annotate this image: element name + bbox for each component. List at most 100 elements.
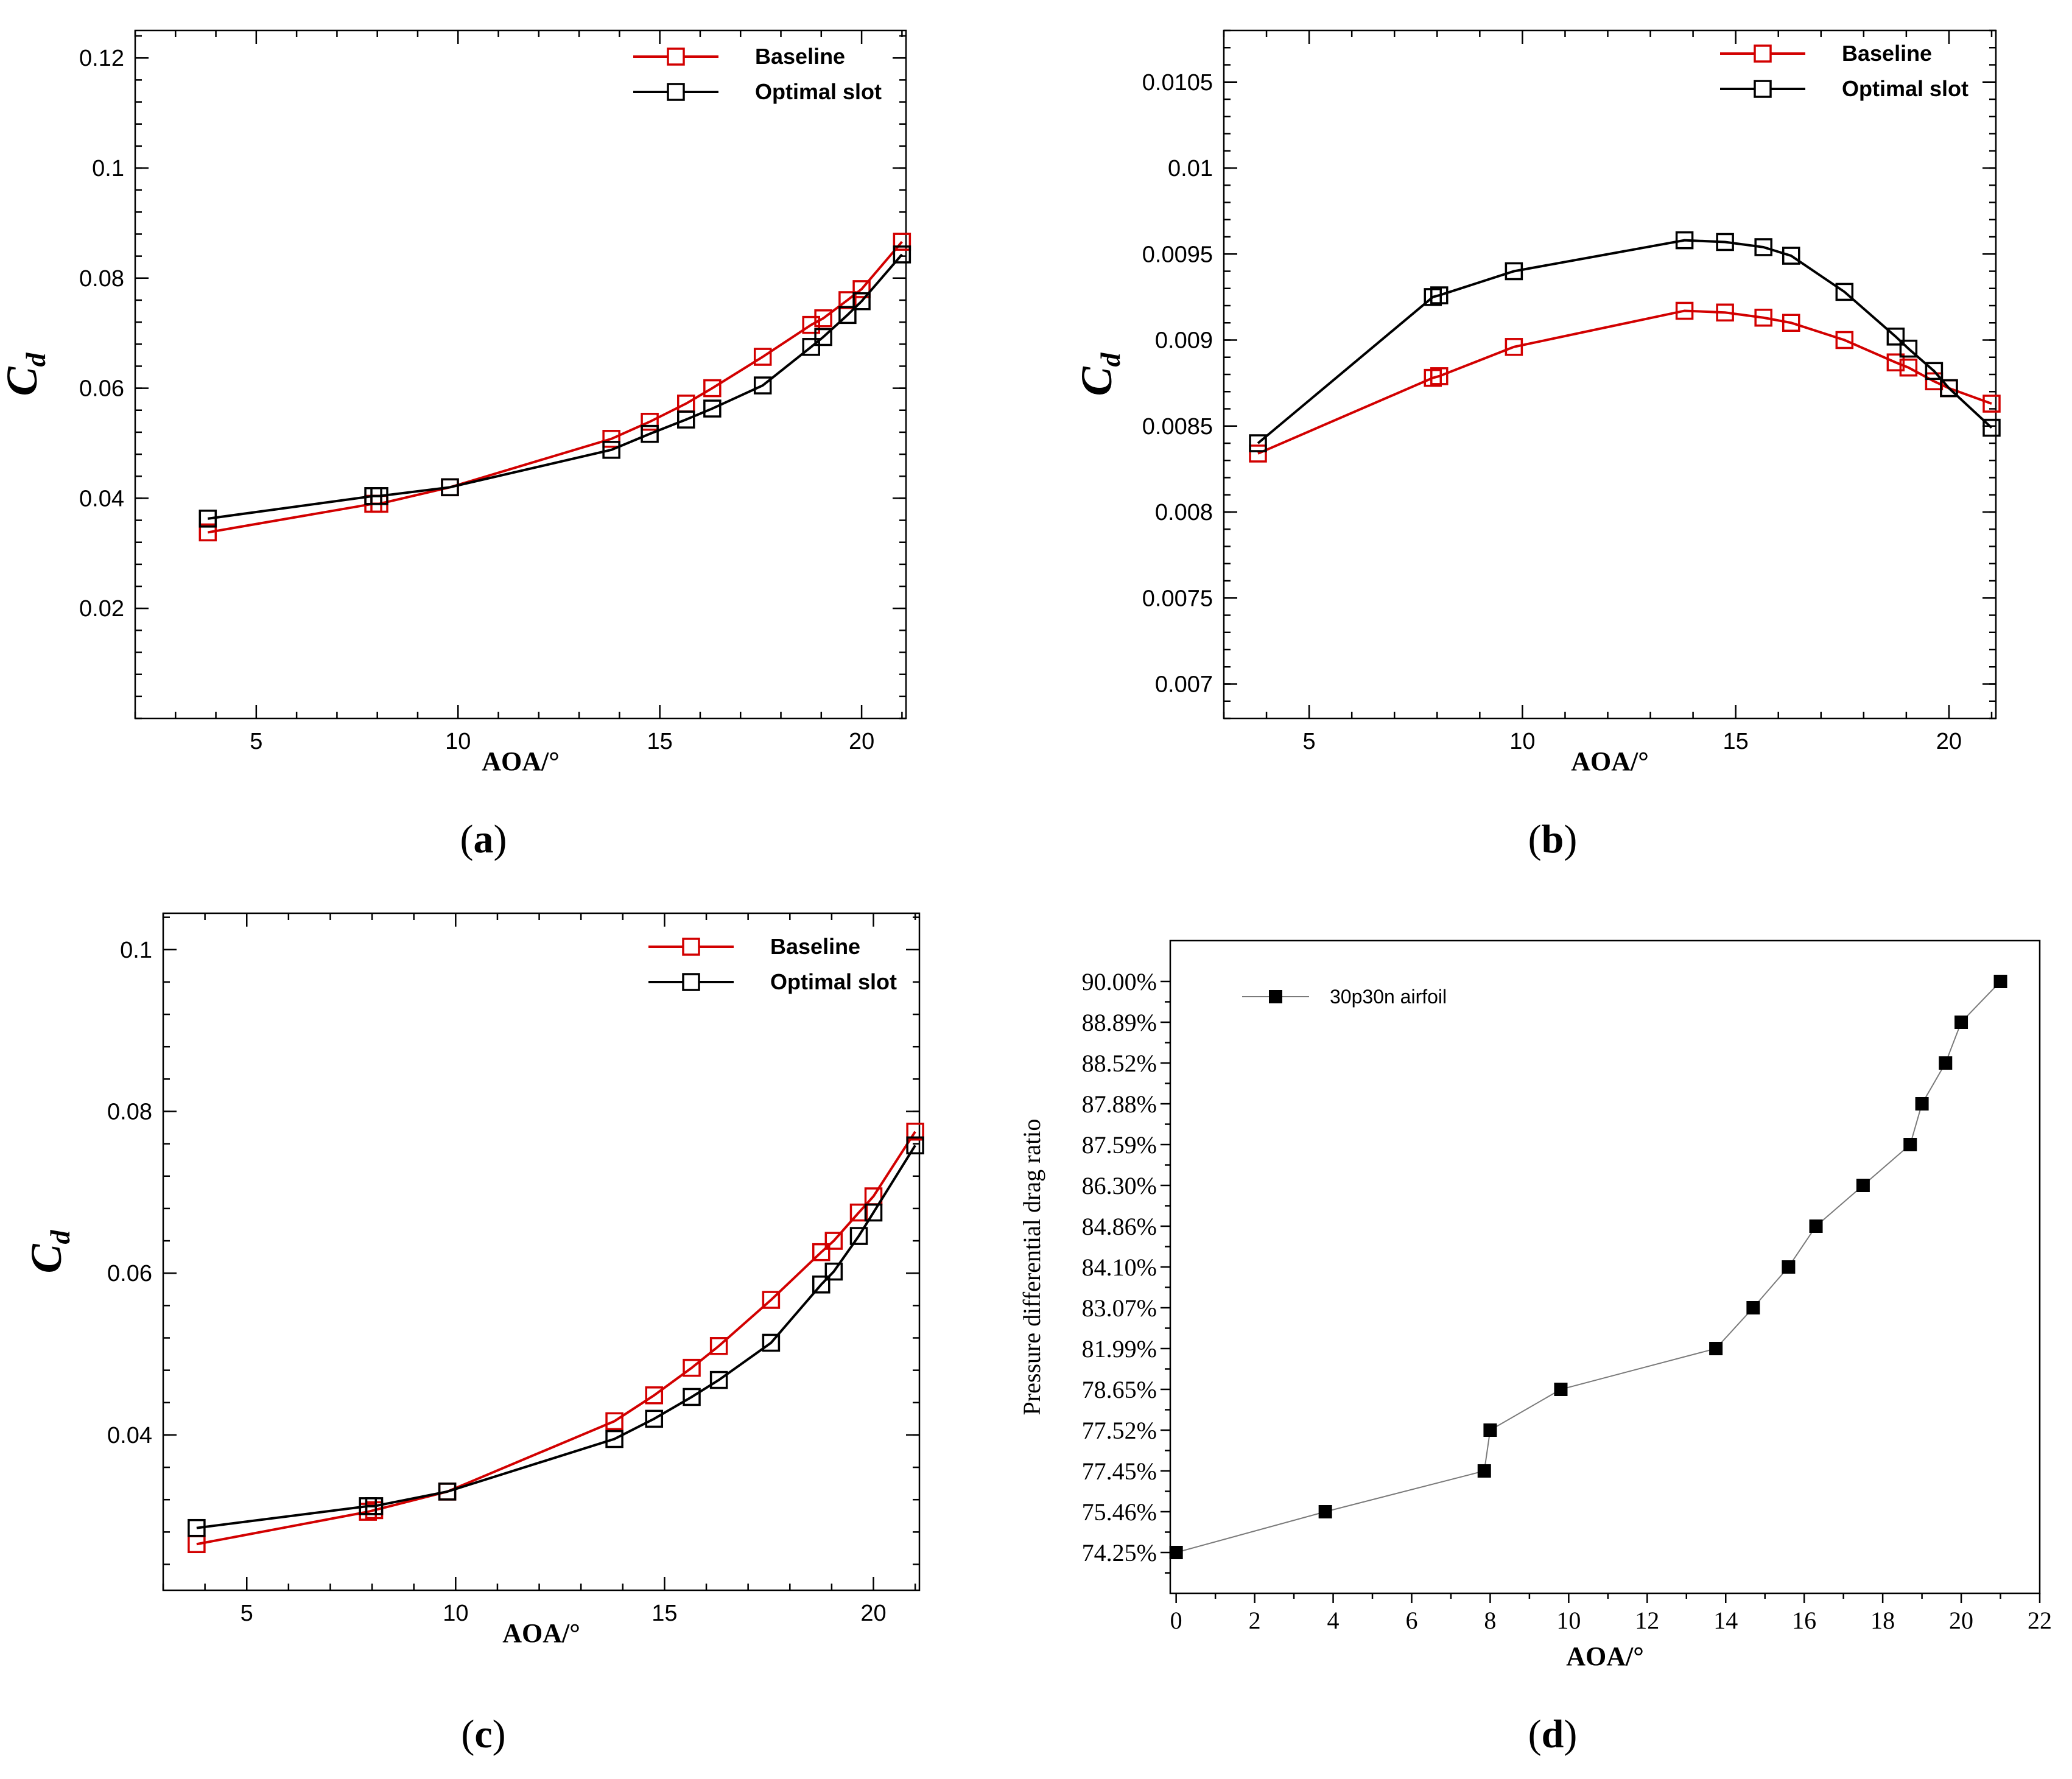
optimal-slot-marker xyxy=(849,1227,868,1245)
optimal-slot-marker xyxy=(677,410,695,429)
legend-label: Baseline xyxy=(1842,41,1932,66)
series-line-optimal-slot xyxy=(1257,239,1993,444)
optimal-slot-marker xyxy=(802,338,820,356)
y-tick-label: 78.65% xyxy=(1082,1376,1157,1403)
baseline-marker xyxy=(814,309,832,328)
y-axis-label-subscript: d xyxy=(1095,352,1126,367)
data-point-marker xyxy=(1554,1383,1568,1396)
chart-panel-c: 0.04 0.06 0.08 0.1 5 10 15 20 AOA/° Cd Baseline Opt… xyxy=(22,912,924,1648)
x-tick-label: 15 xyxy=(651,1601,677,1626)
baseline-marker xyxy=(906,1122,924,1141)
x-tick-label: 22 xyxy=(2028,1607,2052,1634)
y-tick-label: 81.99% xyxy=(1082,1335,1157,1363)
optimal-slot-marker xyxy=(365,1497,384,1515)
legend-label: Optimal slot xyxy=(755,79,882,104)
y-tick-label: 0.0075 xyxy=(1142,586,1213,611)
y-tick-label: 87.59% xyxy=(1082,1131,1157,1159)
x-tick-label: 20 xyxy=(1936,729,1962,754)
legend-marker xyxy=(1269,990,1282,1003)
y-axis-label-subscript: d xyxy=(20,352,51,367)
optimal-slot-marker xyxy=(814,328,832,346)
data-point-marker xyxy=(1709,1342,1723,1355)
optimal-slot-marker xyxy=(1899,339,1918,358)
y-tick-label: 0.0105 xyxy=(1142,70,1213,96)
optimal-slot-marker xyxy=(906,1136,924,1155)
optimal-slot-marker xyxy=(824,1262,843,1281)
baseline-marker xyxy=(852,280,871,298)
optimal-slot-marker xyxy=(605,1430,623,1448)
data-point-marker xyxy=(1169,1546,1183,1559)
baseline-marker xyxy=(709,1337,728,1355)
x-axis-label: AOA/° xyxy=(1566,1641,1644,1671)
baseline-marker xyxy=(802,315,820,334)
x-tick-label: 16 xyxy=(1792,1607,1816,1634)
data-point-marker xyxy=(1993,975,2007,988)
optimal-slot-marker xyxy=(1982,418,2001,437)
data-point-marker xyxy=(1318,1505,1332,1518)
optimal-slot-marker xyxy=(645,1409,664,1428)
y-tick-label: 0.12 xyxy=(79,46,124,71)
x-tick-label: 2 xyxy=(1249,1607,1261,1634)
baseline-marker xyxy=(824,1232,843,1250)
data-point-marker xyxy=(1856,1179,1870,1192)
baseline-marker xyxy=(1886,353,1905,371)
baseline-marker xyxy=(1249,444,1267,463)
optimal-slot-marker xyxy=(838,306,857,325)
y-tick-label: 84.86% xyxy=(1082,1213,1157,1240)
y-axis-label: Cd xyxy=(0,352,51,396)
optimal-slot-marker xyxy=(1430,286,1449,304)
baseline-marker xyxy=(812,1243,831,1261)
baseline-marker xyxy=(1782,314,1800,332)
optimal-slot-marker xyxy=(188,1518,206,1537)
baseline-marker xyxy=(1424,368,1442,387)
optimal-slot-marker xyxy=(1249,434,1267,452)
y-tick-label: 90.00% xyxy=(1082,968,1157,995)
baseline-marker xyxy=(683,1358,701,1377)
y-axis-label-subscript: d xyxy=(44,1229,76,1244)
data-point-marker xyxy=(1782,1260,1796,1274)
y-tick-label: 75.46% xyxy=(1082,1498,1157,1526)
data-point-marker xyxy=(1939,1056,1953,1070)
caption-c: (c) xyxy=(461,1712,505,1756)
caption-a: (a) xyxy=(460,817,507,861)
y-tick-label: 0.04 xyxy=(79,486,124,511)
x-tick-label: 18 xyxy=(1870,1607,1895,1634)
x-axis-label: AOA/° xyxy=(1571,746,1649,776)
series-line-30p30n xyxy=(1176,981,2001,1553)
series-line-baseline xyxy=(196,1131,916,1546)
y-tick-label: 0.04 xyxy=(107,1423,152,1448)
optimal-slot-marker xyxy=(438,1482,457,1501)
y-tick-label: 77.45% xyxy=(1082,1458,1157,1485)
legend-marker xyxy=(682,973,700,991)
optimal-slot-marker xyxy=(1424,288,1442,306)
legend-label: Optimal slot xyxy=(770,969,897,994)
baseline-marker xyxy=(1899,358,1918,377)
y-tick-label: 0.007 xyxy=(1155,672,1213,698)
baseline-marker xyxy=(1835,331,1854,349)
y-tick-label: 0.06 xyxy=(79,376,124,402)
chart-panel-b: 0.007 0.0075 0.008 0.0085 0.009 0.0095 0.01 0.0… xyxy=(1072,29,2001,776)
y-axis-label: Cd xyxy=(1072,352,1126,396)
legend-label: Optimal slot xyxy=(1842,76,1968,101)
optimal-slot-marker xyxy=(1675,231,1694,250)
y-tick-label: 87.88% xyxy=(1082,1090,1157,1118)
x-tick-label: 5 xyxy=(241,1601,253,1626)
legend-marker xyxy=(682,938,700,956)
optimal-slot-marker xyxy=(1835,282,1854,301)
y-tick-label: 0.009 xyxy=(1155,328,1213,354)
baseline-marker xyxy=(1505,338,1523,356)
y-tick-label: 0.02 xyxy=(79,596,124,622)
baseline-marker xyxy=(762,1291,781,1309)
baseline-marker xyxy=(753,348,772,366)
legend-marker xyxy=(1754,44,1772,63)
x-tick-label: 15 xyxy=(647,729,673,754)
y-axis-label-main: C xyxy=(1072,367,1121,396)
series-line-baseline xyxy=(207,240,903,534)
optimal-slot-marker xyxy=(864,1203,883,1222)
optimal-slot-marker xyxy=(812,1275,831,1294)
data-point-marker xyxy=(1477,1464,1491,1478)
y-tick-label: 0.008 xyxy=(1155,500,1213,525)
baseline-marker xyxy=(198,523,217,542)
optimal-slot-marker xyxy=(683,1388,701,1406)
optimal-slot-marker xyxy=(753,376,772,395)
